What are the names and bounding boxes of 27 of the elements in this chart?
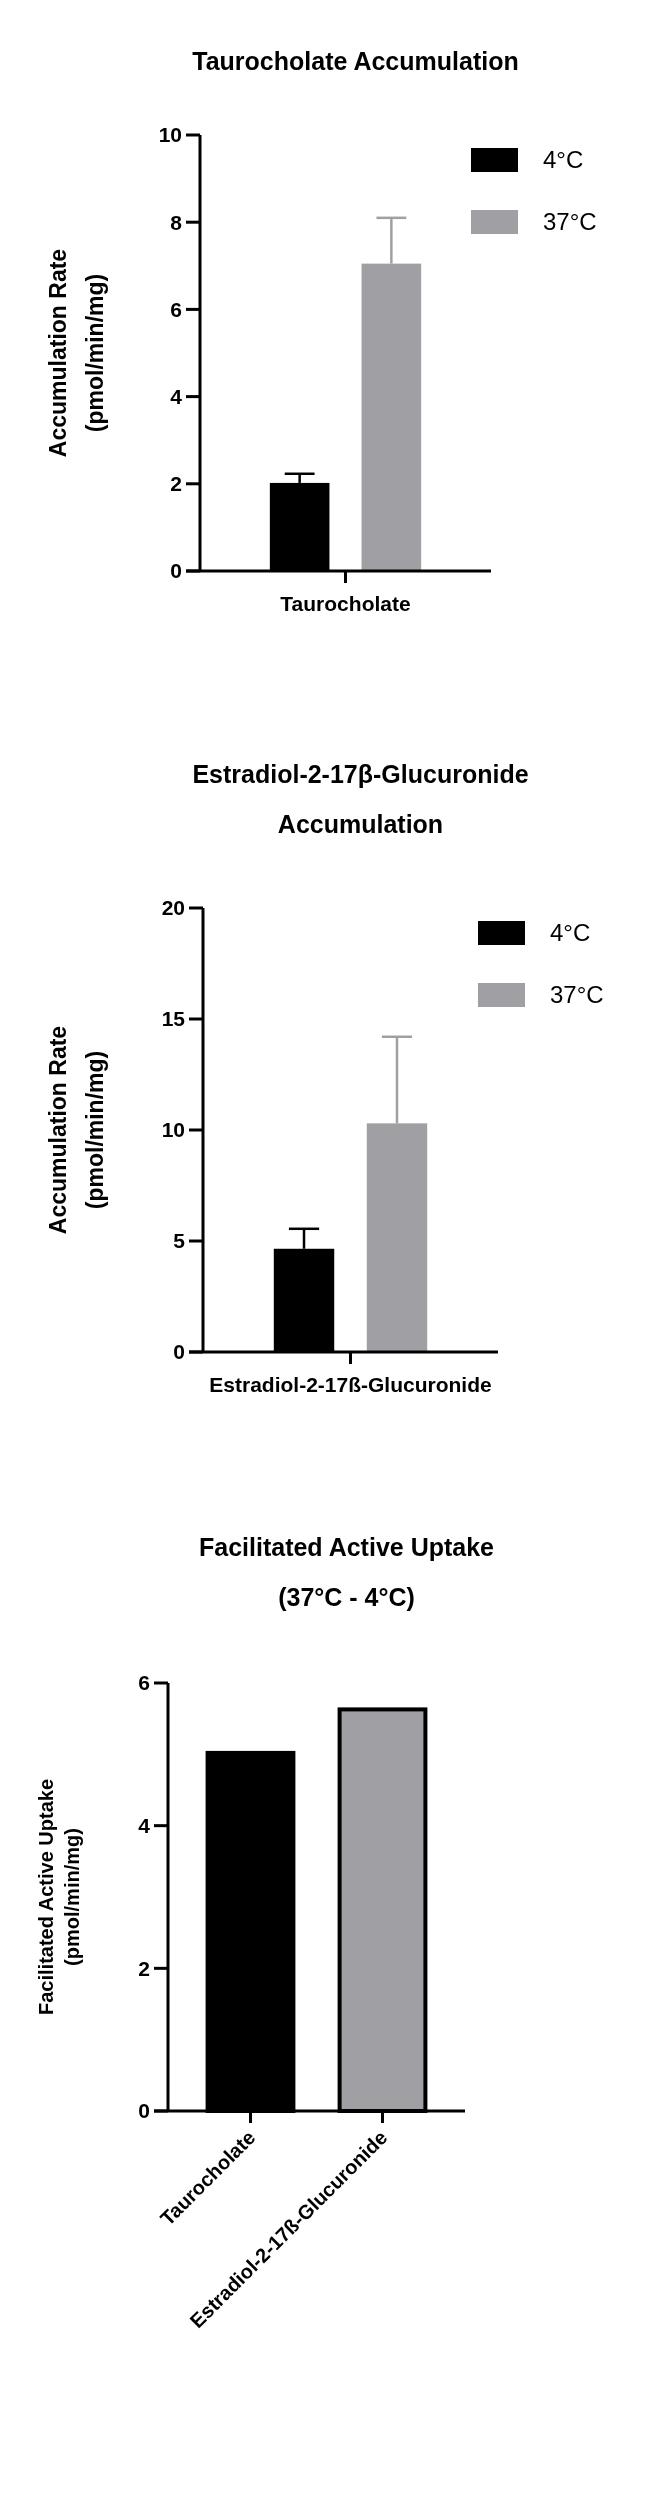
y-tick-label: 15 xyxy=(161,1007,186,1031)
y-tick-label: 8 xyxy=(170,210,183,234)
y-axis-title: Accumulation Rate (pmol/min/mg) xyxy=(45,248,108,458)
y-tick-label: 0 xyxy=(138,2099,150,2123)
y-tick-label: 2 xyxy=(138,1956,150,1980)
y-axis-title: Facilitated Active Uptake (pmol/min/mg) xyxy=(35,1778,83,2016)
chart-title: Taurocholate Accumulation xyxy=(192,47,519,75)
x-tick-label: Taurocholate xyxy=(280,592,411,615)
y-tick-label: 6 xyxy=(138,1671,150,1695)
chart-title: Estradiol-2-17β-Glucuronide Accumulation xyxy=(192,760,529,838)
legend-label: 37°C xyxy=(550,981,604,1009)
y-tick-label: 2 xyxy=(170,472,182,496)
legend-label: 37°C xyxy=(543,208,597,236)
y-tick-label: 5 xyxy=(173,1229,186,1253)
y-tick-label: 4 xyxy=(138,1814,151,1838)
y-tick-label: 10 xyxy=(158,123,182,147)
y-tick-label: 10 xyxy=(161,1118,185,1142)
y-tick-label: 4 xyxy=(170,384,183,408)
y-axis-title: Accumulation Rate (pmol/min/mg) xyxy=(45,1025,108,1235)
y-tick-label: 0 xyxy=(173,1340,185,1364)
legend-label: 4°C xyxy=(543,146,584,174)
chart-title: Facilitated Active Uptake (37°C - 4°C) xyxy=(198,1533,495,1611)
y-tick-label: 6 xyxy=(170,297,182,321)
legend-label: 4°C xyxy=(550,919,591,947)
y-tick-label: 0 xyxy=(170,559,182,583)
y-tick-label: 20 xyxy=(161,896,185,920)
x-tick-label: Estradiol-2-17ß-Glucuronide xyxy=(209,1373,492,1396)
